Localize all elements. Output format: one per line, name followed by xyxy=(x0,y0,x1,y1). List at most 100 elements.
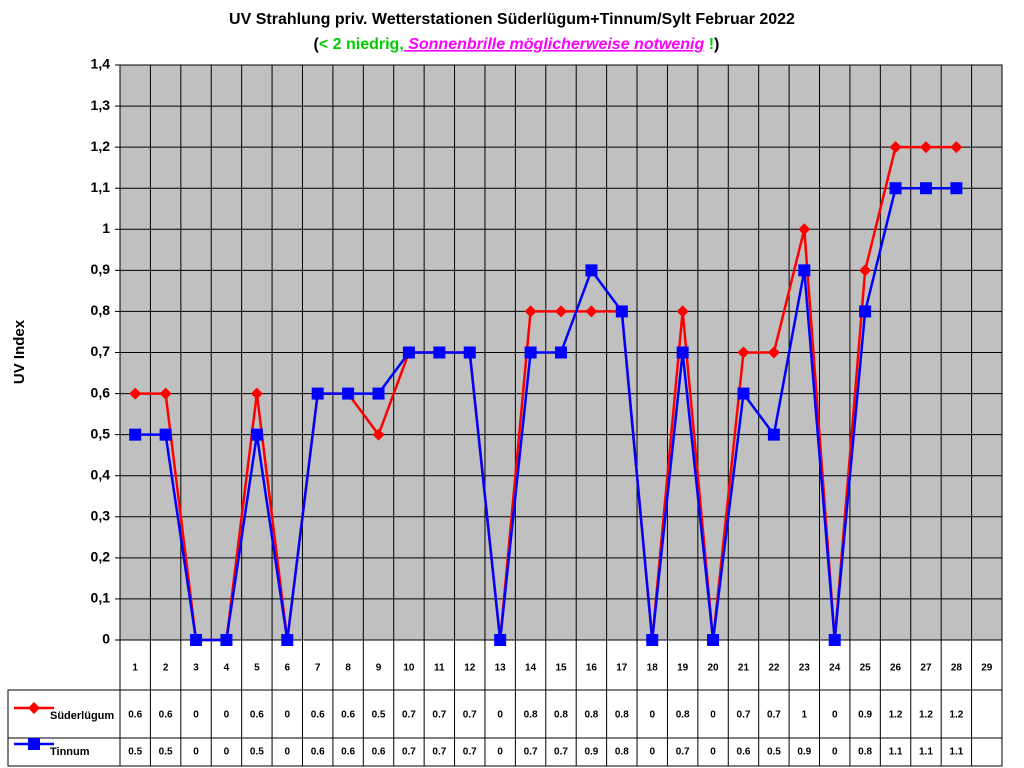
x-tick-label: 12 xyxy=(464,663,476,674)
y-tick-label: 0,8 xyxy=(91,302,111,318)
data-point xyxy=(707,634,720,646)
x-tick-label: 13 xyxy=(495,663,507,674)
table-value: 0 xyxy=(284,747,290,758)
table-value: 0 xyxy=(649,747,655,758)
data-point xyxy=(372,387,385,400)
table-value: 0 xyxy=(710,710,716,721)
table-value: 0.8 xyxy=(858,747,872,758)
x-tick-label: 22 xyxy=(768,663,780,674)
y-tick-label: 1,1 xyxy=(91,179,111,195)
data-point xyxy=(859,305,872,318)
table-value: 1.1 xyxy=(919,747,933,758)
y-tick-label: 0,6 xyxy=(91,384,111,400)
table-value: 0.6 xyxy=(737,747,751,758)
y-tick-label: 0,3 xyxy=(91,507,111,523)
table-value: 0.7 xyxy=(737,710,751,721)
data-point xyxy=(859,264,872,277)
data-point xyxy=(919,141,932,154)
table-value: 0.6 xyxy=(341,747,355,758)
x-tick-label: 5 xyxy=(254,663,260,674)
x-tick-label: 6 xyxy=(284,663,290,674)
data-point xyxy=(676,346,689,359)
data-point xyxy=(919,182,932,195)
table-value: 0.6 xyxy=(341,710,355,721)
series-line xyxy=(135,145,957,642)
x-tick-label: 11 xyxy=(434,663,445,674)
data-point xyxy=(250,387,263,400)
table-value: 0 xyxy=(193,710,199,721)
table-value: 0.8 xyxy=(615,710,629,721)
table-value: 0.8 xyxy=(615,747,629,758)
y-tick-label: 0 xyxy=(102,631,110,647)
data-point xyxy=(889,182,902,195)
table-value: 0.9 xyxy=(797,747,811,758)
data-point xyxy=(828,634,841,646)
y-tick-label: 1,2 xyxy=(91,138,111,154)
table-value: 0.9 xyxy=(858,710,872,721)
data-point xyxy=(798,223,811,236)
x-tick-label: 2 xyxy=(163,663,169,674)
x-tick-label: 9 xyxy=(376,663,382,674)
x-tick-label: 24 xyxy=(829,663,841,674)
x-tick-label: 3 xyxy=(193,663,199,674)
table-value: 0.6 xyxy=(250,710,264,721)
table-value: 1.1 xyxy=(949,747,963,758)
table-value: 0.8 xyxy=(554,710,568,721)
table-value: 1.2 xyxy=(919,710,933,721)
data-point xyxy=(555,346,567,359)
table-value: 0.6 xyxy=(372,747,386,758)
x-tick-label: 4 xyxy=(224,663,230,674)
data-point xyxy=(889,141,902,154)
table-value: 0 xyxy=(284,710,290,721)
table-value: 0 xyxy=(649,710,655,721)
data-point xyxy=(585,305,598,318)
table-value: 0.6 xyxy=(128,710,142,721)
legend-label: Tinnum xyxy=(50,746,90,758)
table-value: 0 xyxy=(832,747,838,758)
y-tick-label: 1 xyxy=(102,220,110,236)
data-point xyxy=(311,387,324,400)
table-value: 0.7 xyxy=(432,710,446,721)
data-point xyxy=(646,634,659,646)
data-point xyxy=(281,634,294,646)
table-value: 0.7 xyxy=(676,747,690,758)
data-point xyxy=(767,346,780,359)
y-tick-label: 0,9 xyxy=(91,261,111,277)
table-value: 0 xyxy=(224,747,230,758)
data-point xyxy=(737,387,750,400)
table-value: 0.7 xyxy=(402,710,416,721)
legend-label: Süderlügum xyxy=(50,710,114,722)
y-tick-label: 1,4 xyxy=(91,56,111,72)
subtitle-part: ( xyxy=(314,36,320,53)
data-point xyxy=(950,182,963,195)
x-tick-label: 15 xyxy=(555,663,567,674)
data-point xyxy=(129,387,142,400)
table-value: 0.8 xyxy=(524,710,538,721)
data-point xyxy=(190,634,203,646)
table-value: 1.2 xyxy=(949,710,963,721)
table-value: 0.6 xyxy=(311,747,325,758)
y-tick-label: 0,7 xyxy=(91,343,111,359)
y-tick-label: 0,4 xyxy=(91,466,111,482)
table-value: 0.7 xyxy=(767,710,781,721)
subtitle-part: ) xyxy=(714,36,719,53)
x-tick-label: 1 xyxy=(132,663,138,674)
x-tick-label: 29 xyxy=(981,663,993,674)
table-value: 1 xyxy=(802,710,808,721)
data-point xyxy=(342,387,355,400)
x-tick-label: 19 xyxy=(677,663,689,674)
y-tick-label: 1,3 xyxy=(91,97,111,113)
x-tick-label: 16 xyxy=(586,663,598,674)
data-point xyxy=(250,428,263,441)
table-value: 0.8 xyxy=(676,710,690,721)
table-value: 0.5 xyxy=(159,747,173,758)
table-value: 0.6 xyxy=(311,710,325,721)
table-value: 0 xyxy=(224,710,230,721)
x-tick-label: 10 xyxy=(403,663,415,674)
table-value: 0.8 xyxy=(584,710,598,721)
y-tick-label: 0,2 xyxy=(91,549,111,565)
x-tick-label: 28 xyxy=(951,663,963,674)
table-value: 0.7 xyxy=(463,747,477,758)
x-tick-label: 17 xyxy=(616,663,628,674)
